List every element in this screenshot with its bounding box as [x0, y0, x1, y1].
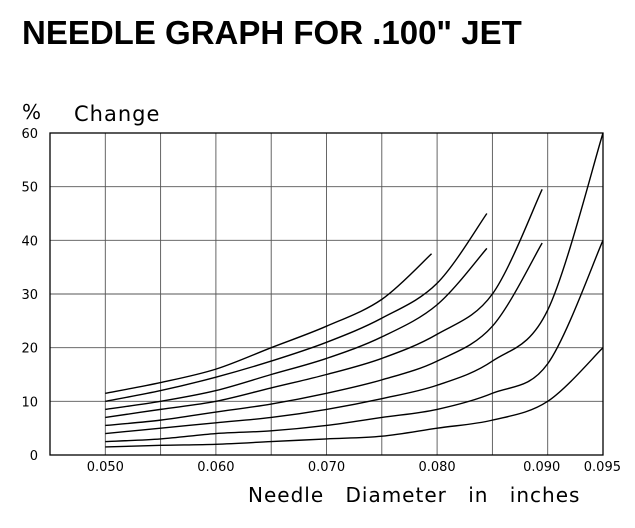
x-axis-label: Needle Diameter in inches [248, 483, 581, 507]
x-tick-label: 0.050 [87, 460, 124, 475]
x-tick-label: 0.090 [523, 460, 560, 475]
series-line-3 [105, 247, 488, 411]
series-curves [105, 132, 604, 448]
series-line-8 [105, 347, 604, 448]
series-line-5 [105, 242, 543, 427]
plot-frame [49, 132, 604, 456]
x-tick-label: 0.095 [584, 460, 621, 475]
y-tick-label: 50 [21, 181, 38, 196]
series-line-1 [105, 253, 433, 394]
plot-border [49, 132, 604, 456]
x-tick-label: 0.070 [308, 460, 345, 475]
series-line-7 [105, 240, 604, 443]
y-tick-label: 20 [21, 342, 38, 357]
x-tick-label: 0.060 [197, 460, 234, 475]
x-tick-label: 0.080 [418, 460, 455, 475]
tick-labels: 0 10 20 30 40 50 60 0.050 0.060 0.070 0.080 0.090 0.… [21, 127, 621, 475]
y-tick-label: 10 [21, 395, 38, 410]
y-tick-label: 60 [21, 127, 38, 142]
y-tick-label: 0 [30, 449, 38, 464]
y-axis-unit: % [22, 100, 42, 124]
y-tick-label: 40 [21, 234, 38, 249]
series-line-6 [105, 132, 604, 435]
y-axis-label: Change [74, 102, 161, 126]
y-tick-label: 30 [21, 288, 38, 303]
grid-lines [50, 133, 603, 455]
series-line-4 [105, 189, 543, 419]
series-line-2 [105, 213, 488, 403]
chart-title: NEEDLE GRAPH FOR .100" JET [22, 14, 522, 51]
